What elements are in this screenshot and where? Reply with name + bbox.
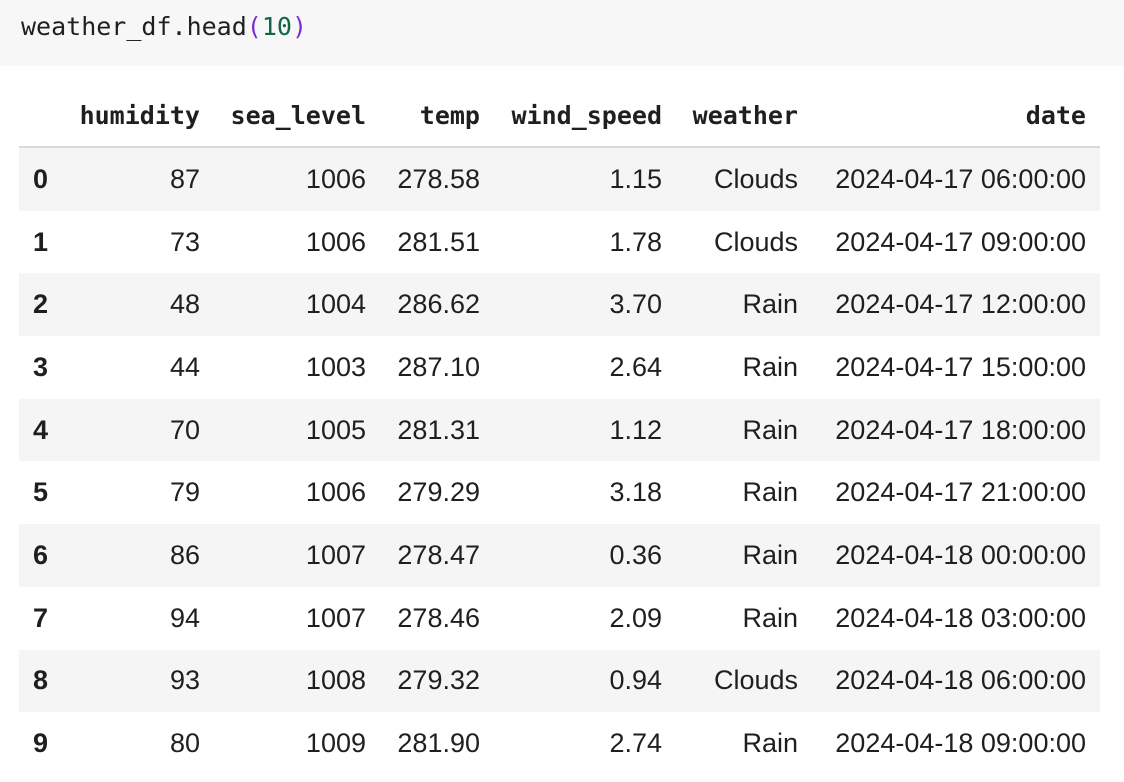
row-index: 3 (33, 351, 49, 382)
row-index: 2 (33, 289, 49, 320)
cell-weather: Rain (742, 728, 798, 759)
cell-humidity: 48 (169, 289, 200, 320)
cell-date: 2024-04-18 06:00:00 (835, 665, 1086, 696)
cell-temp: 287.10 (397, 351, 480, 382)
code-argument: 10 (261, 12, 292, 41)
column-header-temp: temp (380, 84, 494, 148)
cell-sea-level: 1005 (305, 414, 366, 445)
cell-temp: 281.51 (397, 226, 480, 257)
cell-wind-speed: 0.94 (609, 665, 662, 696)
cell-weather: Rain (742, 602, 798, 633)
cell-wind-speed: 2.74 (609, 728, 662, 759)
column-header-weather: weather (676, 84, 812, 148)
code-line[interactable]: weather_df.head(10) (21, 11, 307, 43)
cell-sea-level: 1006 (305, 477, 366, 508)
cell-wind-speed: 1.12 (609, 414, 662, 445)
cell-temp: 279.32 (397, 665, 480, 696)
cell-date: 2024-04-17 06:00:00 (835, 163, 1086, 194)
index-header (19, 84, 64, 148)
row-index: 5 (33, 477, 49, 508)
column-header-date: date (812, 84, 1100, 148)
cell-temp: 278.46 (397, 602, 480, 633)
cell-weather: Rain (742, 351, 798, 382)
cell-output: humidity sea_level temp wind_speed weath… (19, 84, 1100, 775)
code-open-paren: ( (246, 12, 262, 41)
cell-weather: Rain (742, 539, 798, 570)
row-index: 0 (33, 163, 49, 194)
cell-humidity: 94 (169, 602, 200, 633)
cell-sea-level: 1008 (305, 665, 366, 696)
cell-weather: Rain (742, 414, 798, 445)
cell-wind-speed: 1.15 (609, 163, 662, 194)
cell-temp: 279.29 (397, 477, 480, 508)
cell-sea-level: 1006 (305, 226, 366, 257)
cell-weather: Rain (742, 289, 798, 320)
table-row: 0 87 1006 278.58 1.15 Clouds 2024-04-17 … (19, 147, 1100, 211)
cell-date: 2024-04-18 09:00:00 (835, 728, 1086, 759)
cell-weather: Clouds (713, 226, 798, 257)
cell-temp: 278.47 (397, 539, 480, 570)
cell-date: 2024-04-17 18:00:00 (835, 414, 1086, 445)
cell-humidity: 87 (169, 163, 200, 194)
code-close-paren: ) (291, 12, 308, 41)
code-cell[interactable]: weather_df.head(10) (0, 0, 1124, 66)
cell-temp: 281.90 (397, 728, 480, 759)
dataframe-table: humidity sea_level temp wind_speed weath… (19, 84, 1100, 775)
cell-sea-level: 1007 (305, 539, 366, 570)
cell-date: 2024-04-18 03:00:00 (835, 602, 1086, 633)
column-header-humidity: humidity (64, 84, 214, 148)
row-index: 1 (33, 226, 49, 257)
cell-wind-speed: 1.78 (609, 226, 662, 257)
cell-date: 2024-04-17 12:00:00 (835, 289, 1086, 320)
table-row: 1 73 1006 281.51 1.78 Clouds 2024-04-17 … (19, 210, 1100, 274)
header-row: humidity sea_level temp wind_speed weath… (19, 84, 1100, 148)
code-expression: weather_df.head (21, 12, 247, 41)
cell-humidity: 70 (169, 414, 200, 445)
table-row: 9 80 1009 281.90 2.74 Rain 2024-04-18 09… (19, 712, 1100, 775)
table-body: 0 87 1006 278.58 1.15 Clouds 2024-04-17 … (19, 147, 1100, 775)
cell-wind-speed: 3.18 (609, 477, 662, 508)
cell-humidity: 93 (169, 665, 200, 696)
cell-weather: Clouds (713, 163, 798, 194)
row-index: 8 (33, 665, 49, 696)
table-row: 5 79 1006 279.29 3.18 Rain 2024-04-17 21… (19, 461, 1100, 525)
cell-sea-level: 1004 (305, 289, 366, 320)
row-index: 7 (33, 602, 49, 633)
cell-date: 2024-04-17 15:00:00 (835, 351, 1086, 382)
cell-wind-speed: 3.70 (609, 289, 662, 320)
cell-temp: 281.31 (397, 414, 480, 445)
table-row: 4 70 1005 281.31 1.12 Rain 2024-04-17 18… (19, 398, 1100, 462)
column-header-wind-speed: wind_speed (494, 84, 676, 148)
row-index: 6 (33, 539, 49, 570)
column-header-sea-level: sea_level (214, 84, 380, 148)
cell-weather: Rain (742, 477, 798, 508)
cell-temp: 278.58 (397, 163, 480, 194)
cell-sea-level: 1009 (305, 728, 366, 759)
cell-date: 2024-04-17 09:00:00 (835, 226, 1086, 257)
cell-date: 2024-04-17 21:00:00 (835, 477, 1086, 508)
cell-humidity: 44 (169, 351, 200, 382)
cell-sea-level: 1003 (305, 351, 366, 382)
row-index: 4 (33, 414, 49, 445)
table-row: 6 86 1007 278.47 0.36 Rain 2024-04-18 00… (19, 524, 1100, 587)
cell-sea-level: 1007 (305, 602, 366, 633)
cell-humidity: 86 (169, 539, 200, 570)
cell-wind-speed: 0.36 (609, 539, 662, 570)
cell-weather: Clouds (713, 665, 798, 696)
cell-humidity: 80 (169, 728, 200, 759)
cell-temp: 286.62 (397, 289, 480, 320)
cell-wind-speed: 2.64 (609, 351, 662, 382)
cell-humidity: 73 (169, 226, 200, 257)
cell-wind-speed: 2.09 (609, 602, 662, 633)
table-row: 3 44 1003 287.10 2.64 Rain 2024-04-17 15… (19, 336, 1100, 399)
table-row: 2 48 1004 286.62 3.70 Rain 2024-04-17 12… (19, 273, 1100, 337)
table-row: 7 94 1007 278.46 2.09 Rain 2024-04-18 03… (19, 586, 1100, 650)
row-index: 9 (33, 728, 49, 759)
cell-humidity: 79 (169, 477, 200, 508)
table-row: 8 93 1008 279.32 0.94 Clouds 2024-04-18 … (19, 649, 1100, 713)
cell-date: 2024-04-18 00:00:00 (835, 539, 1086, 570)
cell-sea-level: 1006 (305, 163, 366, 194)
